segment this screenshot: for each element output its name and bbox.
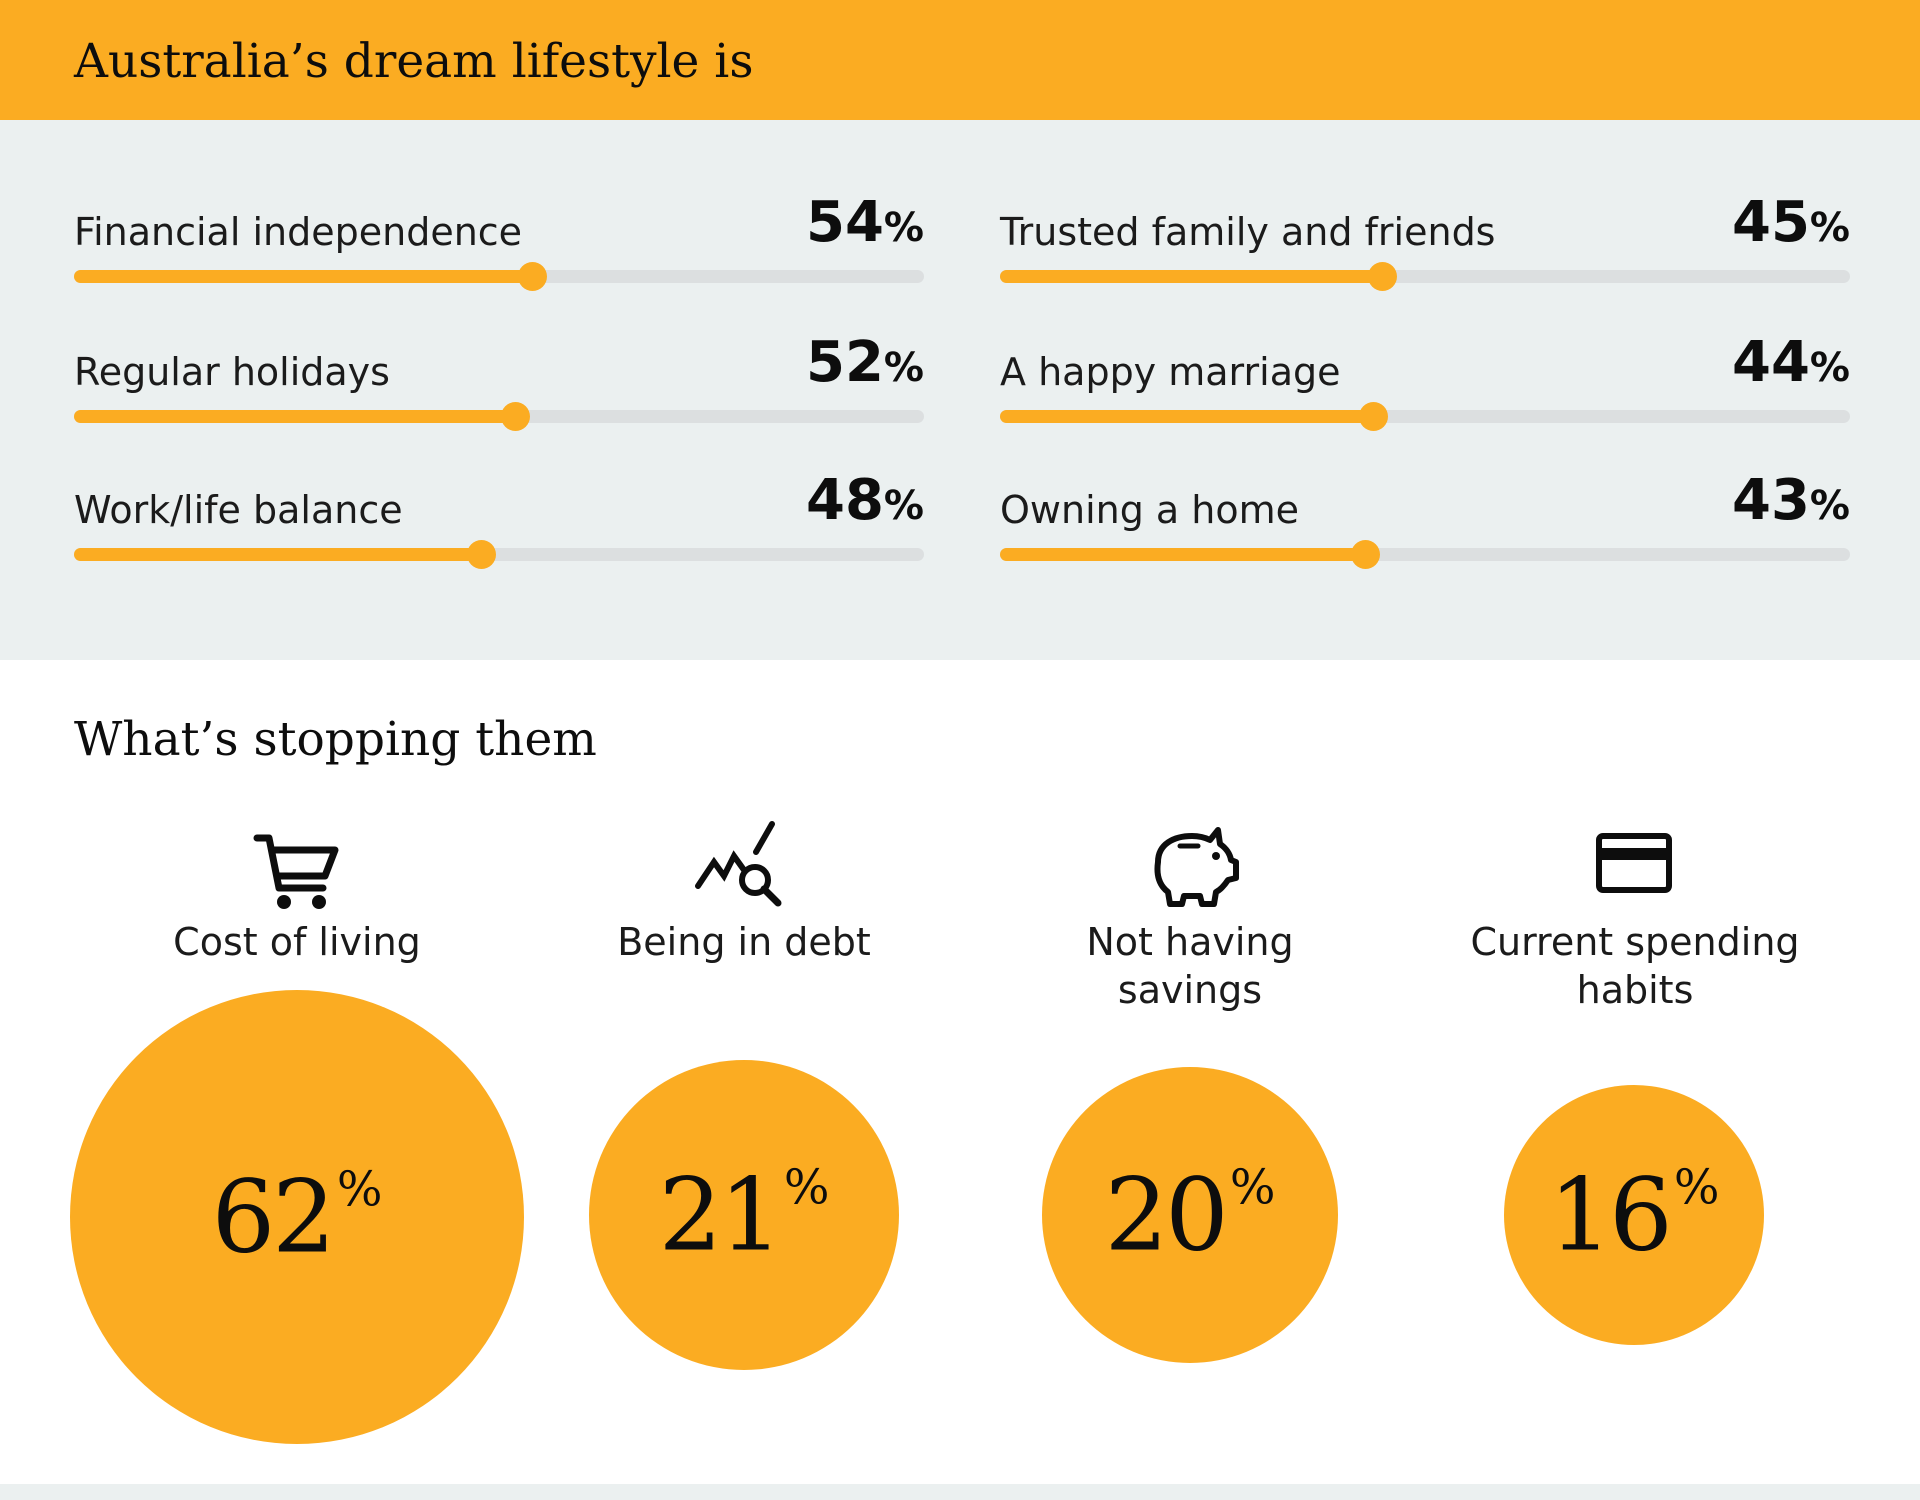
bar-item-work-life-balance: Work/life balance 48% <box>74 446 924 569</box>
bar-value-unit: % <box>1809 483 1850 529</box>
bar-item-financial-independence: Financial independence 54% <box>74 168 924 291</box>
bar-label: Financial independence <box>74 210 523 254</box>
bar-value-unit: % <box>883 345 924 391</box>
obstacle-label: Cost of living <box>173 920 421 964</box>
bar-fill <box>1000 410 1374 423</box>
bubble-value: 21% <box>589 1157 899 1274</box>
bar-value-unit: % <box>883 205 924 251</box>
obstacle-label: Being in debt <box>617 920 871 964</box>
bar-label: Regular holidays <box>74 350 390 394</box>
bar-fill <box>74 548 482 561</box>
bar-fill <box>1000 270 1383 283</box>
bar-label: Trusted family and friends <box>1000 210 1496 254</box>
bar-item-a-happy-marriage: A happy marriage 44% <box>1000 308 1850 431</box>
bar-fill <box>74 270 533 283</box>
bubble-value: 16% <box>1504 1157 1764 1274</box>
bar-value-unit: % <box>1809 345 1850 391</box>
bubble-value-number: 62 <box>211 1158 336 1276</box>
bar-track <box>1000 540 1850 569</box>
obstacle-bubble: 16% <box>1504 1085 1764 1345</box>
header-band: Australia’s dream lifestyle is <box>0 0 1920 120</box>
bar-track <box>1000 402 1850 431</box>
bar-value-number: 43 <box>1731 468 1810 533</box>
footer-band <box>0 1484 1920 1500</box>
bar-item-owning-a-home: Owning a home 43% <box>1000 446 1850 569</box>
bar-value: 43% <box>1732 468 1850 533</box>
bar-knob <box>1359 402 1388 431</box>
bar-value-number: 54 <box>805 190 884 255</box>
obstacle-current-spending-habits: Current spending habits 16% <box>1415 800 1855 1460</box>
bar-value-unit: % <box>883 483 924 529</box>
credit-card-icon <box>1596 833 1672 893</box>
bar-track <box>74 540 924 569</box>
obstacle-being-in-debt: Being in debt 21% <box>524 800 964 1460</box>
bubble-value-unit: % <box>1673 1159 1720 1216</box>
bar-value: 45% <box>1732 190 1850 255</box>
obstacle-cost-of-living: Cost of living 62% <box>70 800 524 1460</box>
bar-value: 48% <box>806 468 924 533</box>
page-title: Australia’s dream lifestyle is <box>74 34 754 89</box>
obstacle-bubble: 62% <box>70 990 524 1444</box>
bar-value: 44% <box>1732 330 1850 395</box>
obstacle-bubble: 21% <box>589 1060 899 1370</box>
bubble-value-unit: % <box>336 1161 383 1218</box>
bubble-value-unit: % <box>1229 1159 1276 1216</box>
bar-knob <box>467 540 496 569</box>
bar-label: Work/life balance <box>74 488 403 532</box>
bar-value-unit: % <box>1809 205 1850 251</box>
bar-value-number: 44 <box>1731 330 1810 395</box>
obstacle-label: Not having savings <box>1086 920 1294 1012</box>
bar-fill <box>74 410 516 423</box>
bar-label: Owning a home <box>1000 488 1300 532</box>
bar-label: A happy marriage <box>1000 350 1341 394</box>
bar-knob <box>1350 540 1380 569</box>
bar-item-regular-holidays: Regular holidays 52% <box>74 308 924 431</box>
shopping-cart-icon <box>253 834 339 909</box>
debt-chart-magnifier-icon <box>695 821 782 907</box>
obstacle-label: Current spending habits <box>1470 920 1800 1012</box>
obstacles-title: What’s stopping them <box>74 712 597 767</box>
bar-value: 52% <box>806 330 924 395</box>
bubble-value-number: 16 <box>1548 1156 1673 1274</box>
bar-value-number: 45 <box>1731 190 1810 255</box>
obstacle-bubble: 20% <box>1042 1067 1338 1363</box>
bubble-value: 20% <box>1042 1157 1338 1274</box>
piggy-bank-icon <box>1154 827 1239 907</box>
bar-knob <box>1367 262 1397 291</box>
bar-track <box>74 402 924 431</box>
obstacle-not-having-savings: Not having savings 20% <box>970 800 1410 1460</box>
bar-value-number: 48 <box>805 468 884 533</box>
bar-track <box>74 262 924 291</box>
bar-fill <box>1000 548 1366 561</box>
bubble-value-number: 21 <box>658 1156 783 1274</box>
bar-value: 54% <box>806 190 924 255</box>
bubble-value-unit: % <box>783 1159 830 1216</box>
lifestyle-panel: Financial independence 54% Regular holid… <box>0 120 1920 660</box>
bar-knob <box>518 262 547 291</box>
bar-track <box>1000 262 1850 291</box>
bar-item-trusted-family-and-friends: Trusted family and friends 45% <box>1000 168 1850 291</box>
bar-knob <box>501 402 530 431</box>
bubble-value-number: 20 <box>1104 1156 1229 1274</box>
bar-value-number: 52 <box>805 330 884 395</box>
bubble-value: 62% <box>70 1159 524 1276</box>
